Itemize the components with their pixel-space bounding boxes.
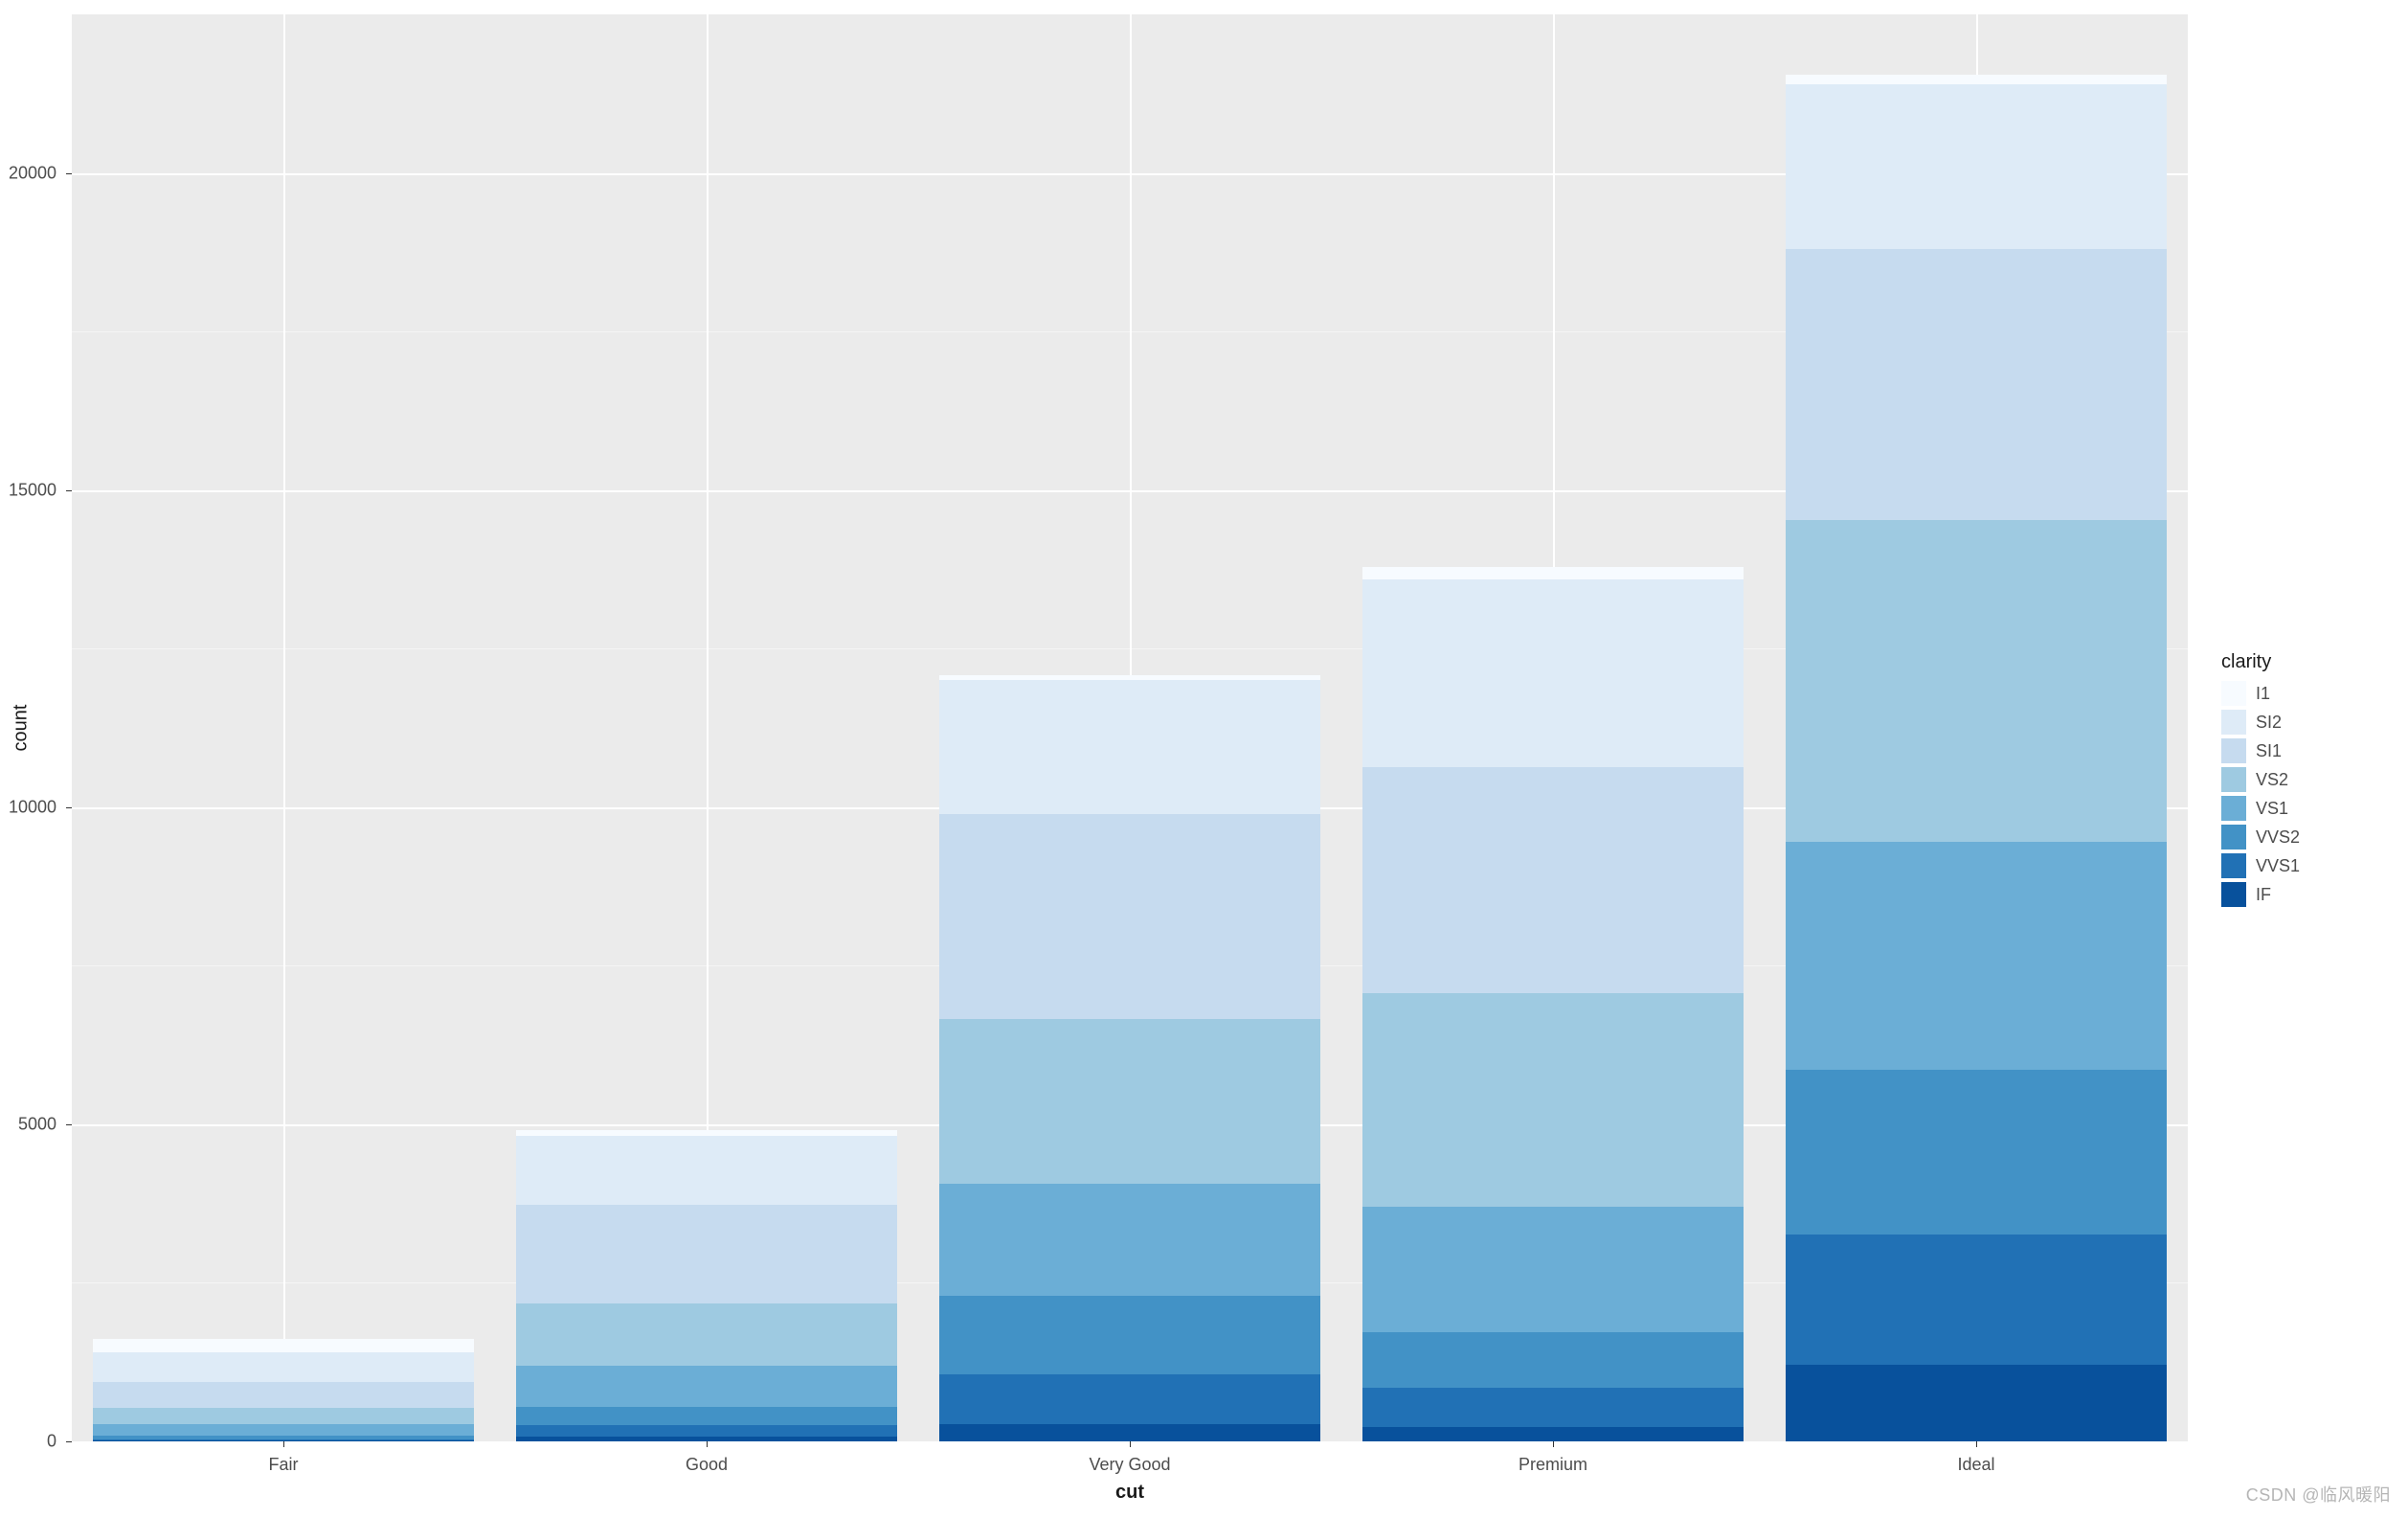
legend-item: VVS2: [2221, 825, 2300, 850]
legend-label: SI1: [2256, 741, 2282, 761]
y-tick-mark: [66, 173, 72, 174]
legend-item: SI2: [2221, 710, 2300, 735]
x-tick-label: Premium: [1519, 1455, 1587, 1475]
bar-segment: [516, 1136, 897, 1205]
bar-segment: [93, 1408, 474, 1424]
legend-label: I1: [2256, 684, 2270, 704]
legend-swatch: [2221, 738, 2246, 763]
bar-segment: [1362, 993, 1744, 1206]
legend-item: VVS1: [2221, 853, 2300, 878]
legend-swatch: [2221, 681, 2246, 706]
bar-segment: [93, 1339, 474, 1352]
legend-swatch: [2221, 796, 2246, 821]
legend-item: VS1: [2221, 796, 2300, 821]
bar-segment: [1362, 1427, 1744, 1441]
y-tick-mark: [66, 1441, 72, 1442]
x-axis-title: cut: [1115, 1482, 1144, 1504]
legend-swatch: [2221, 767, 2246, 792]
y-tick-mark: [66, 807, 72, 808]
x-tick-label: Fair: [269, 1455, 299, 1475]
x-tick-label: Good: [686, 1455, 728, 1475]
bar-segment: [516, 1407, 897, 1425]
bar-segment: [939, 1296, 1320, 1374]
y-tick-label: 0: [0, 1432, 56, 1452]
legend-swatch: [2221, 825, 2246, 850]
y-axis-title: count: [11, 705, 33, 752]
bar: [516, 1130, 897, 1441]
bar-segment: [1786, 520, 2167, 842]
bar-segment: [516, 1130, 897, 1136]
legend-label: SI2: [2256, 713, 2282, 733]
bar-segment: [1362, 767, 1744, 994]
bar-segment: [516, 1425, 897, 1437]
x-tick-mark: [283, 1441, 284, 1447]
bar-segment: [939, 814, 1320, 1020]
bar-segment: [516, 1205, 897, 1303]
y-tick-label: 10000: [0, 797, 56, 817]
x-tick-label: Very Good: [1089, 1455, 1170, 1475]
bar-segment: [1786, 1070, 2167, 1235]
legend-swatch: [2221, 882, 2246, 907]
bar-segment: [516, 1303, 897, 1366]
bar-segment: [1362, 1207, 1744, 1333]
legend-swatch: [2221, 853, 2246, 878]
x-tick-mark: [1130, 1441, 1131, 1447]
legend-label: IF: [2256, 885, 2271, 905]
chart-container: 0 5000 10000 15000 20000 Fair Good Very Good Pr…: [0, 0, 2408, 1518]
bar-segment: [93, 1424, 474, 1435]
bar-segment: [939, 675, 1320, 681]
plot-panel: [72, 14, 2188, 1441]
bar-segment: [1786, 249, 2167, 521]
bar: [1362, 567, 1744, 1441]
y-tick-label: 20000: [0, 163, 56, 183]
bar-segment: [516, 1366, 897, 1407]
bar-segment: [939, 680, 1320, 813]
bar-segment: [1362, 1388, 1744, 1427]
legend-item: SI1: [2221, 738, 2300, 763]
legend-label: VS2: [2256, 770, 2288, 790]
bar-segment: [1786, 1235, 2167, 1365]
y-tick-mark: [66, 490, 72, 491]
watermark: CSDN @临风暖阳: [2246, 1482, 2391, 1507]
bar: [93, 1339, 474, 1441]
y-tick-mark: [66, 1124, 72, 1125]
legend-item: IF: [2221, 882, 2300, 907]
bar: [939, 675, 1320, 1441]
x-tick-mark: [1976, 1441, 1977, 1447]
x-tick-label: Ideal: [1957, 1455, 1994, 1475]
bar-segment: [939, 1424, 1320, 1441]
bar-segment: [939, 1019, 1320, 1184]
legend-label: VS1: [2256, 799, 2288, 819]
legend-item: I1: [2221, 681, 2300, 706]
bar-segment: [93, 1382, 474, 1408]
bar-segment: [1362, 579, 1744, 766]
gridline-x-major: [283, 14, 285, 1441]
legend-item: VS2: [2221, 767, 2300, 792]
legend-label: VVS2: [2256, 827, 2300, 848]
legend-label: VVS1: [2256, 856, 2300, 876]
bar-segment: [939, 1374, 1320, 1424]
bar-segment: [1786, 1365, 2167, 1441]
legend-swatch: [2221, 710, 2246, 735]
y-tick-label: 5000: [0, 1114, 56, 1134]
bar-segment: [1786, 84, 2167, 249]
bar-segment: [1786, 842, 2167, 1070]
y-tick-label: 15000: [0, 480, 56, 500]
bar-segment: [1362, 567, 1744, 580]
legend-title: clarity: [2221, 651, 2300, 673]
bar-segment: [1362, 1332, 1744, 1388]
bar-segment: [93, 1352, 474, 1382]
bar-segment: [93, 1436, 474, 1440]
bar-segment: [1786, 75, 2167, 84]
x-tick-mark: [1553, 1441, 1554, 1447]
legend: clarity I1 SI2 SI1 VS2 VS1 VVS2 VVS1 IF: [2221, 651, 2300, 911]
x-tick-mark: [707, 1441, 708, 1447]
bar-segment: [939, 1184, 1320, 1297]
bar: [1786, 75, 2167, 1441]
